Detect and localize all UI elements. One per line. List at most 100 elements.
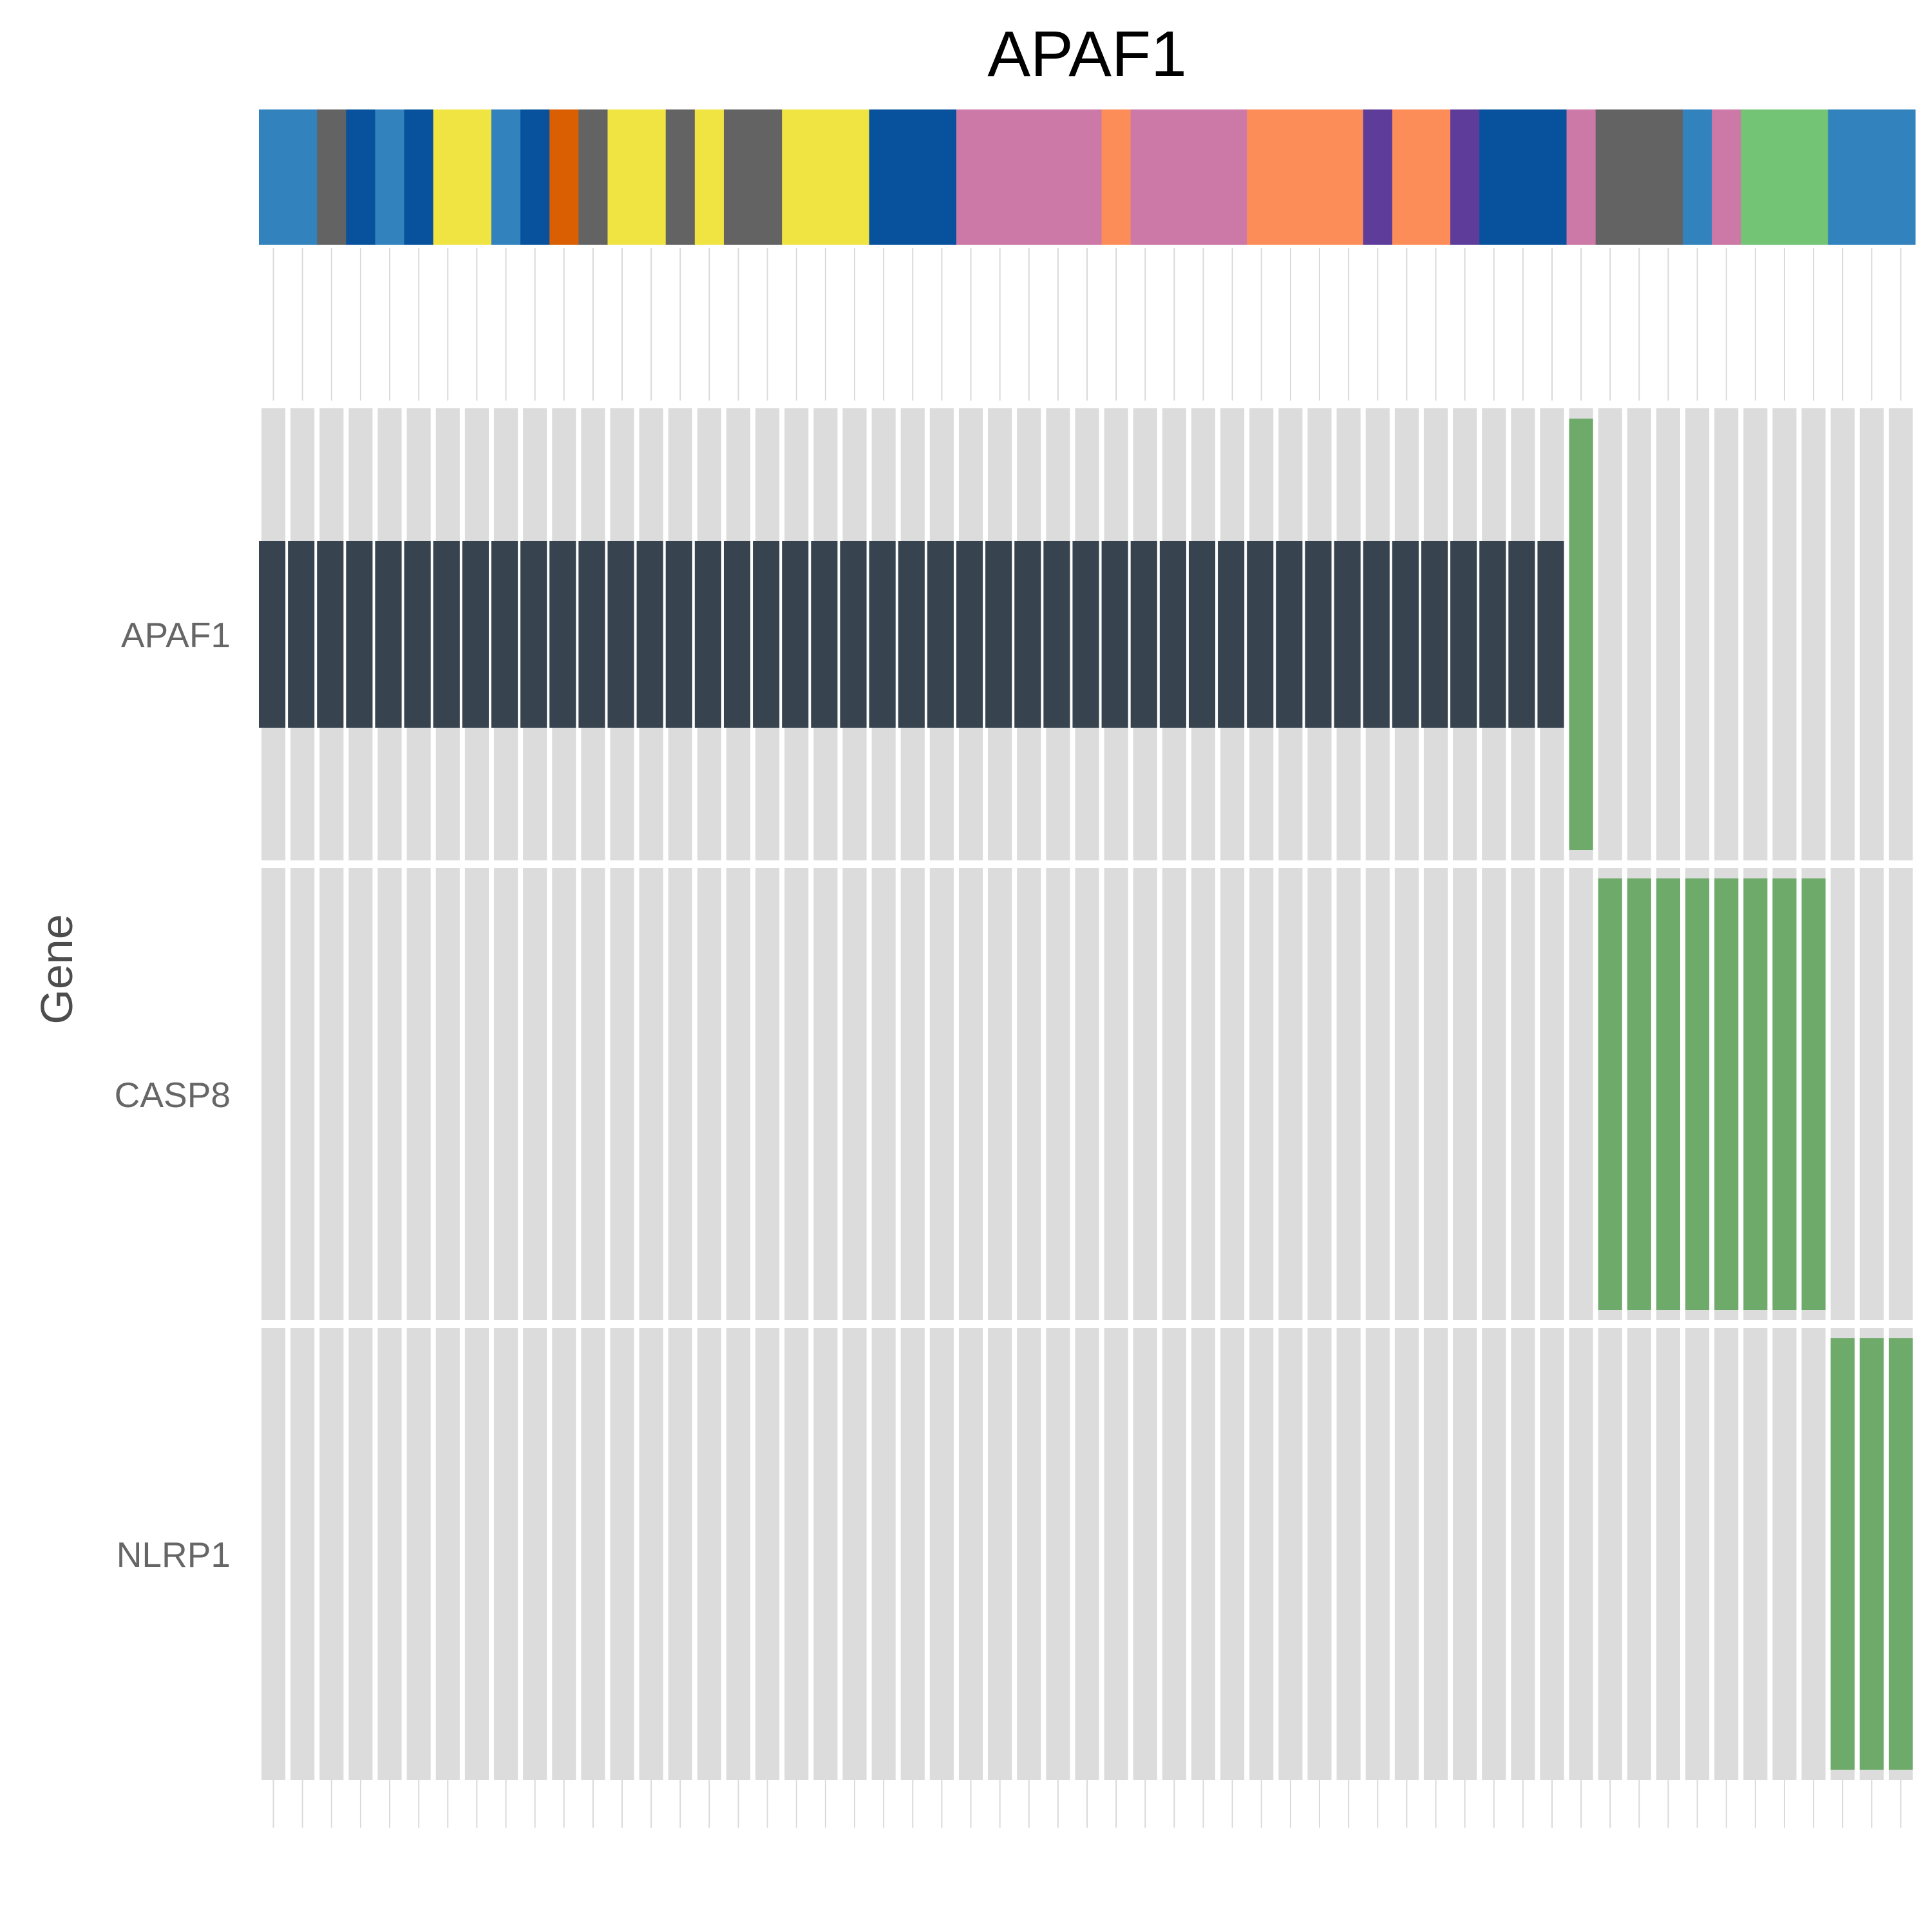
background-cell [1191, 868, 1216, 1320]
annotation-segment [1683, 109, 1712, 245]
background-cell [435, 1328, 460, 1780]
annotation-track [259, 109, 1916, 245]
amplification-bar [1714, 878, 1739, 1310]
amplification-bar [1830, 1338, 1855, 1770]
annotation-segment [1247, 109, 1364, 245]
background-cell [290, 868, 315, 1320]
mutation-bar [694, 541, 721, 728]
mutation-bar [811, 541, 838, 728]
mutation-bar [346, 541, 373, 728]
background-cell [1133, 868, 1157, 1320]
annotation-segment [1363, 109, 1393, 245]
mutation-bar [723, 541, 751, 728]
background-cell [1685, 1328, 1710, 1780]
background-cell [1598, 408, 1622, 860]
amplification-bar [1743, 878, 1768, 1310]
background-cell [493, 1328, 518, 1780]
mutation-bar [1072, 541, 1099, 728]
background-cell [1685, 408, 1710, 860]
background-cell [1249, 868, 1274, 1320]
heatmap-cells [259, 408, 1913, 1780]
annotation-segment [723, 109, 782, 245]
background-cell [1714, 1328, 1739, 1780]
background-cell [1656, 408, 1681, 860]
background-cell [261, 868, 286, 1320]
mutation-bar [665, 541, 692, 728]
background-cell [1772, 408, 1797, 860]
background-cell [842, 1328, 867, 1780]
mutation-bar [840, 541, 867, 728]
background-cell [988, 868, 1012, 1320]
gene-labels: APAF1 CASP8 NLRP1 [115, 615, 231, 1575]
background-cell [1714, 408, 1739, 860]
mutation-bar [898, 541, 925, 728]
sample-guide-lines [272, 248, 1902, 1828]
amplification-bar [1627, 878, 1651, 1310]
background-cell [1104, 1328, 1128, 1780]
amplification-bar [1801, 878, 1826, 1310]
background-cell [929, 868, 954, 1320]
background-cell [1801, 408, 1826, 860]
mutation-bar [317, 541, 344, 728]
background-cell [958, 868, 983, 1320]
background-cell [493, 868, 518, 1320]
background-cell [1278, 1328, 1303, 1780]
background-cell [319, 1328, 344, 1780]
mutation-bar [753, 541, 780, 728]
mutation-bar [1101, 541, 1128, 728]
annotation-segment [694, 109, 724, 245]
background-cell [1888, 868, 1913, 1320]
background-cell [668, 868, 692, 1320]
mutation-bar [607, 541, 634, 728]
mutation-bar [1247, 541, 1274, 728]
background-cell [1394, 1328, 1419, 1780]
background-cell [1162, 868, 1186, 1320]
background-cell [1046, 868, 1070, 1320]
background-cell [1511, 1328, 1535, 1780]
background-cell [871, 1328, 896, 1780]
mutation-bar [1305, 541, 1332, 728]
background-cell [610, 1328, 634, 1780]
background-cell [1046, 1328, 1070, 1780]
mutation-bar [259, 541, 286, 728]
annotation-segment [1392, 109, 1451, 245]
annotation-segment [869, 109, 957, 245]
background-cell [552, 1328, 576, 1780]
background-cell [1540, 1328, 1564, 1780]
mutation-bar [869, 541, 896, 728]
background-cell [988, 1328, 1012, 1780]
background-cell [813, 868, 838, 1320]
annotation-segment [317, 109, 346, 245]
mutation-bar [636, 541, 663, 728]
background-cell [871, 868, 896, 1320]
background-cell [755, 1328, 780, 1780]
background-cell [1859, 408, 1884, 860]
background-cell [1482, 868, 1506, 1320]
background-cell [348, 1328, 373, 1780]
mutation-bar [1450, 541, 1477, 728]
mutation-bar [288, 541, 315, 728]
background-cell [377, 1328, 402, 1780]
mutation-bar [1218, 541, 1245, 728]
background-cell [552, 868, 576, 1320]
background-cell [1423, 868, 1448, 1320]
background-cell [581, 1328, 605, 1780]
background-cell [958, 1328, 983, 1780]
background-cell [348, 868, 373, 1320]
mutation-bar [462, 541, 489, 728]
annotation-segment [1828, 109, 1916, 245]
mutation-bar [1014, 541, 1041, 728]
background-cell [1249, 1328, 1274, 1780]
annotation-segment [1712, 109, 1741, 245]
background-cell [1162, 1328, 1186, 1780]
background-cell [1540, 868, 1564, 1320]
amplification-bar [1888, 1338, 1913, 1770]
background-cell [639, 1328, 663, 1780]
mutation-bar [1508, 541, 1535, 728]
mutation-bar [985, 541, 1012, 728]
y-axis-title: Gene [32, 914, 82, 1024]
background-cell [377, 868, 402, 1320]
annotation-segment [549, 109, 579, 245]
background-cell [1453, 868, 1477, 1320]
mutation-bar [1421, 541, 1448, 728]
